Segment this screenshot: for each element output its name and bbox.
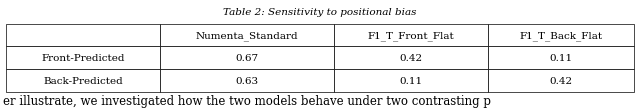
Text: Table 2: Sensitivity to positional bias: Table 2: Sensitivity to positional bias <box>223 8 417 17</box>
Text: er illustrate, we investigated how the two models behave under two contrasting p: er illustrate, we investigated how the t… <box>3 94 492 107</box>
